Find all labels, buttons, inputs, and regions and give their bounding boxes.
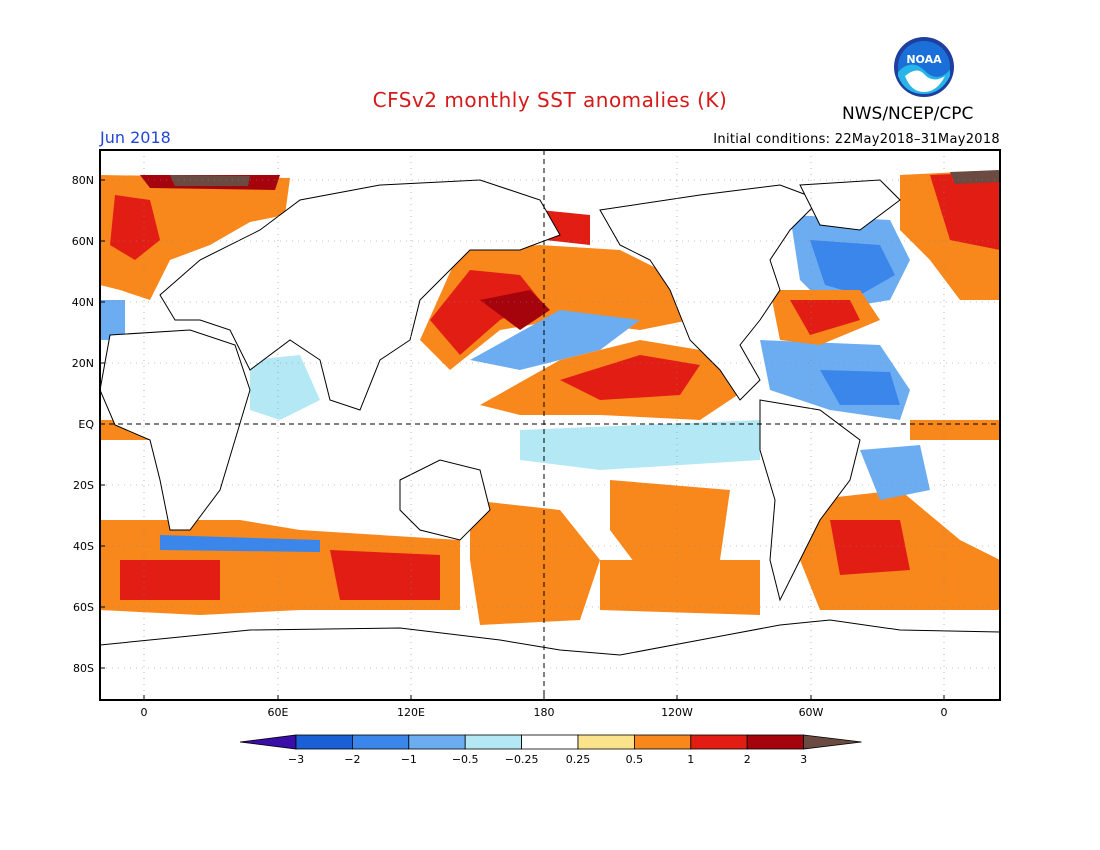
anomaly-region [470,310,640,370]
anomaly-region [820,370,900,405]
lon-axis: 0 60E 120E 180 120W 60W 0 [141,695,948,719]
lon-label: 0 [141,706,148,719]
noaa-logo: NOAA [893,36,955,98]
anomaly-region [250,355,320,420]
anomaly-region [810,240,895,295]
lon-label: 60E [268,706,289,719]
colorbar-swatch [295,734,353,750]
colorbar-tick-label: 1 [687,753,694,766]
anomaly-region [610,480,730,570]
graticule [100,150,1000,700]
anomaly-region [600,560,760,615]
antarctica [100,619,1000,700]
anomaly-region [930,172,1000,250]
anomaly-region [560,355,700,400]
map-title: CFSv2 monthly SST anomalies (K) [372,88,728,112]
colorbar-swatch [239,734,297,750]
anomaly-region [480,290,550,330]
continents [100,179,1000,700]
anomaly-region [950,170,1000,184]
lat-label: 20N [72,357,94,370]
colorbar: −3 −2 −1 −0.5 −0.25 0.25 0.5 1 2 3 [239,734,862,766]
anomaly-region [120,560,220,600]
initial-conditions: Initial conditions: 22May2018–31May2018 [713,132,1000,147]
lat-axis: 80N 60N 40N 20N EQ 20S 40S 60S 80S [72,174,105,675]
colorbar-tick-label: 2 [744,753,751,766]
lat-label: 40N [72,296,94,309]
africa [100,329,251,531]
colorbar-tick-label: −1 [401,753,417,766]
anomaly-region [470,500,600,625]
anomaly-region [170,175,250,186]
colorbar-tick-label: −0.25 [505,753,539,766]
colorbar-swatch [521,734,579,750]
anomaly-field [100,150,1000,700]
colorbar-swatch [351,734,410,750]
colorbar-tick-label: −0.5 [452,753,479,766]
anomaly-region [860,445,930,500]
lat-label: 60N [72,235,94,248]
colorbar-swatch [408,734,466,750]
eurasia [159,179,561,411]
logo-text: NOAA [906,53,942,66]
colorbar-tick-label: 0.5 [626,753,644,766]
anomaly-region [830,520,910,575]
anomaly-region [790,300,860,335]
lat-label: 40S [73,540,94,553]
lon-label: 180 [534,706,555,719]
lat-label: 80N [72,174,94,187]
australia [399,459,491,541]
anomaly-region [910,420,1000,440]
forecast-month: Jun 2018 [100,128,171,147]
colorbar-swatch [690,734,748,750]
anomaly-region [110,195,160,260]
lat-label: 80S [73,662,94,675]
colorbar-tick-label: 0.25 [566,753,591,766]
anomaly-region [100,300,125,340]
lon-label: 0 [941,706,948,719]
lon-label: 120W [661,706,693,719]
colorbar-tick-label: 3 [800,753,807,766]
anomaly-region [330,550,440,600]
lat-label: 20S [73,479,94,492]
colorbar-swatch [464,734,523,750]
agency-label: NWS/NCEP/CPC [842,104,974,124]
south-america [759,399,861,602]
lat-label: EQ [78,418,94,431]
lat-label: 60S [73,601,94,614]
lon-label: 120E [397,706,425,719]
anomaly-region [430,270,540,355]
colorbar-swatch [803,734,862,750]
anomaly-region [520,420,760,470]
greenland [799,179,901,231]
colorbar-tick-label: −2 [344,753,360,766]
colorbar-tick-label: −3 [288,753,304,766]
colorbar-swatch [577,734,635,750]
lon-label: 60W [799,706,824,719]
anomaly-region [160,535,320,552]
map-frame [99,149,1001,701]
colorbar-swatch [634,734,692,750]
colorbar-swatch [746,734,805,750]
